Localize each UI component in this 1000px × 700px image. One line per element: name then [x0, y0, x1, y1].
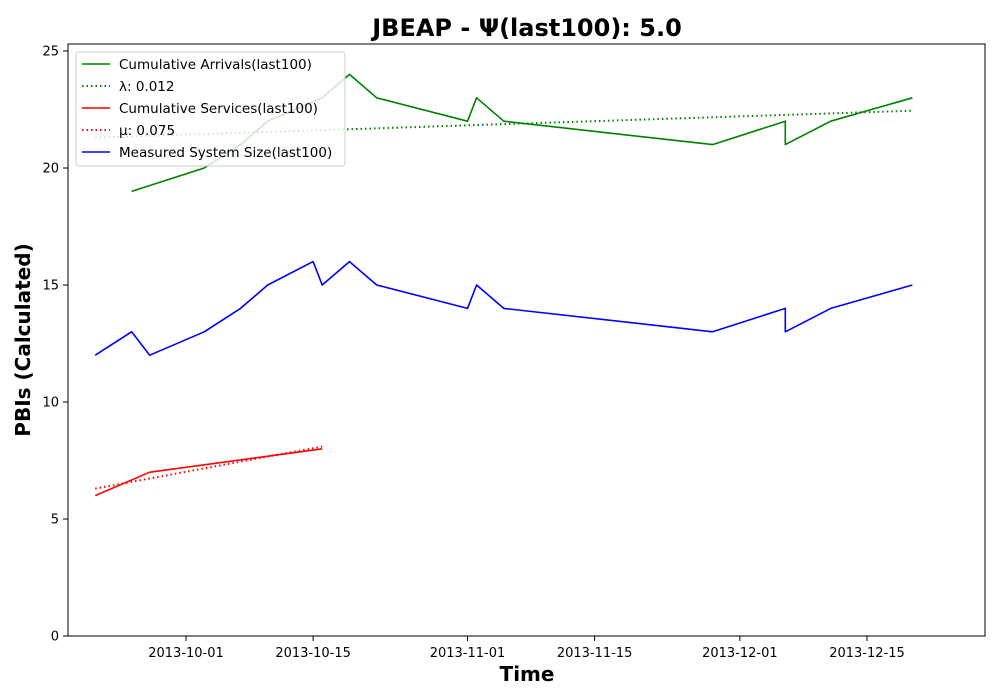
- legend-label-2: Cumulative Services(last100): [119, 101, 318, 117]
- plot-area: [67, 43, 986, 637]
- x-tick-label: 2013-12-01: [702, 646, 778, 661]
- y-tick-label: 20: [42, 162, 59, 177]
- x-tick-label: 2013-11-01: [430, 646, 506, 661]
- x-tick-label: 2013-10-15: [275, 646, 351, 661]
- legend-label-3: μ: 0.075: [119, 123, 175, 139]
- y-tick-label: 5: [51, 513, 59, 528]
- y-tick-label: 0: [51, 630, 59, 645]
- x-tick-label: 2013-11-15: [557, 646, 633, 661]
- x-tick-label: 2013-12-15: [829, 646, 905, 661]
- y-axis-label: PBIs (Calculated): [11, 243, 35, 436]
- series-line-2: [94, 448, 323, 497]
- legend-label-4: Measured System Size(last100): [119, 145, 332, 161]
- x-axis: 2013-10-01 2013-10-15 2013-11-01 2013-11-15…: [148, 636, 905, 661]
- legend-box: [75, 51, 346, 167]
- series-line-4: [94, 260, 913, 357]
- x-tick-label: 2013-10-01: [148, 646, 224, 661]
- x-axis-label: Time: [500, 662, 555, 686]
- y-tick-label: 10: [42, 396, 59, 411]
- chart-title: JBEAP - Ψ(last100): 5.0: [370, 14, 682, 42]
- legend-label-0: Cumulative Arrivals(last100): [119, 57, 312, 73]
- legend-label-1: λ: 0.012: [119, 79, 174, 95]
- plot-frame: [67, 43, 986, 637]
- y-tick-label: 25: [42, 45, 59, 60]
- legend: Cumulative Arrivals(last100) λ: 0.012 Cumu…: [75, 51, 346, 167]
- y-axis: 0 5 10 15 20 25: [42, 45, 68, 645]
- y-tick-label: 15: [42, 279, 59, 294]
